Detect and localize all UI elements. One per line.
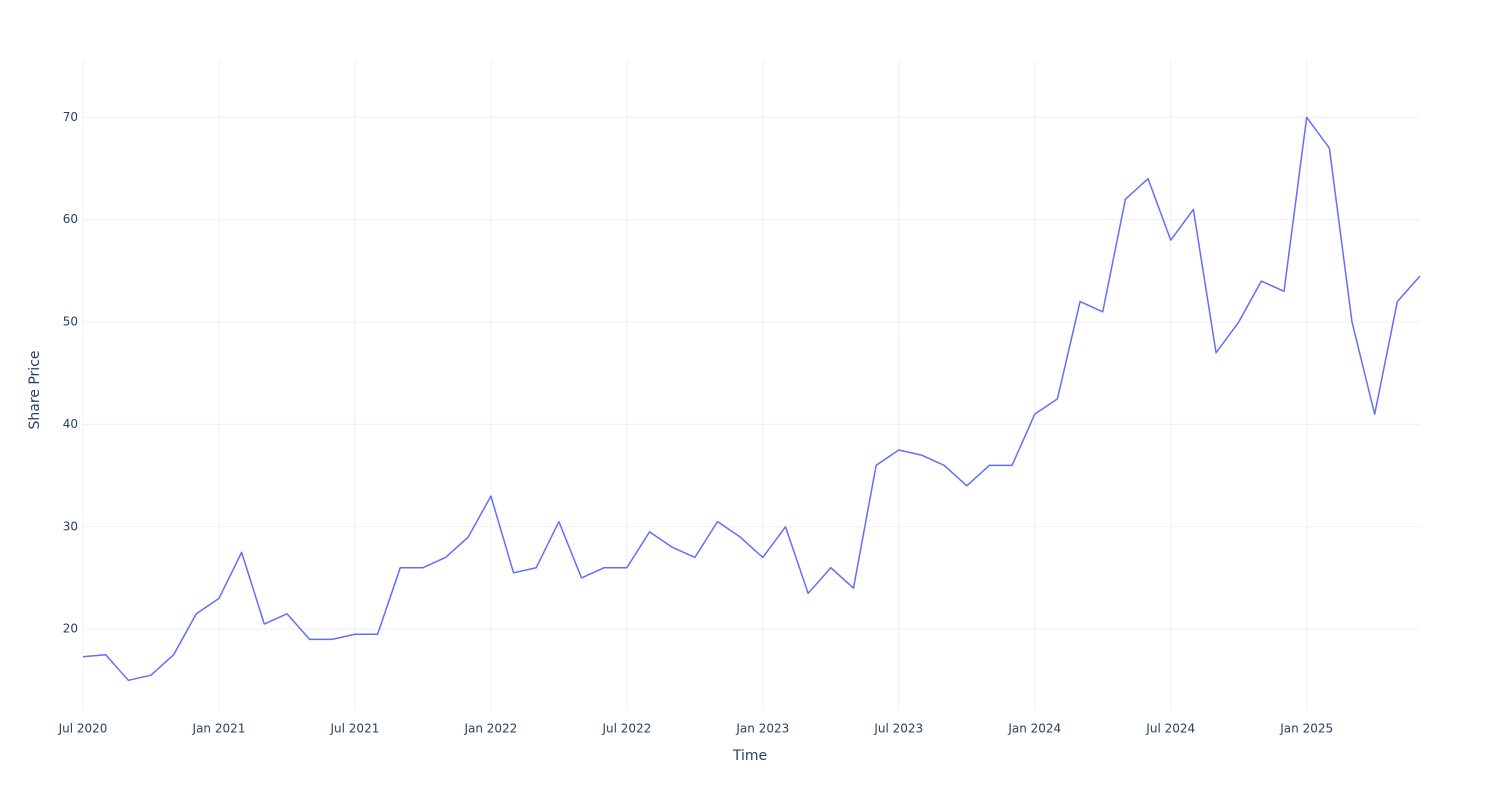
y-tick-label: 30 bbox=[63, 519, 78, 533]
x-tick-label: Jan 2023 bbox=[735, 722, 789, 736]
x-axis-title: Time bbox=[732, 748, 767, 764]
y-tick-label: 40 bbox=[63, 417, 78, 431]
x-tick-label: Jul 2020 bbox=[58, 722, 108, 736]
x-tick-label: Jul 2023 bbox=[873, 722, 923, 736]
x-tick-label: Jan 2025 bbox=[1279, 722, 1333, 736]
x-tick-label: Jan 2024 bbox=[1007, 722, 1061, 736]
line bbox=[82, 116, 1421, 682]
x-tick-label: Jul 2021 bbox=[330, 722, 380, 736]
y-axis-title: Share Price bbox=[27, 350, 43, 429]
y-tick-label: 70 bbox=[63, 110, 78, 124]
x-tick-label: Jan 2021 bbox=[192, 722, 246, 736]
y-tick-label: 60 bbox=[63, 212, 78, 226]
x-tick-label: Jan 2022 bbox=[463, 722, 517, 736]
x-tick-label: Jul 2022 bbox=[601, 722, 651, 736]
y-tick-label: 50 bbox=[63, 315, 78, 329]
y-tick-label: 20 bbox=[63, 622, 78, 636]
x-tick-label: Jul 2024 bbox=[1145, 722, 1195, 736]
